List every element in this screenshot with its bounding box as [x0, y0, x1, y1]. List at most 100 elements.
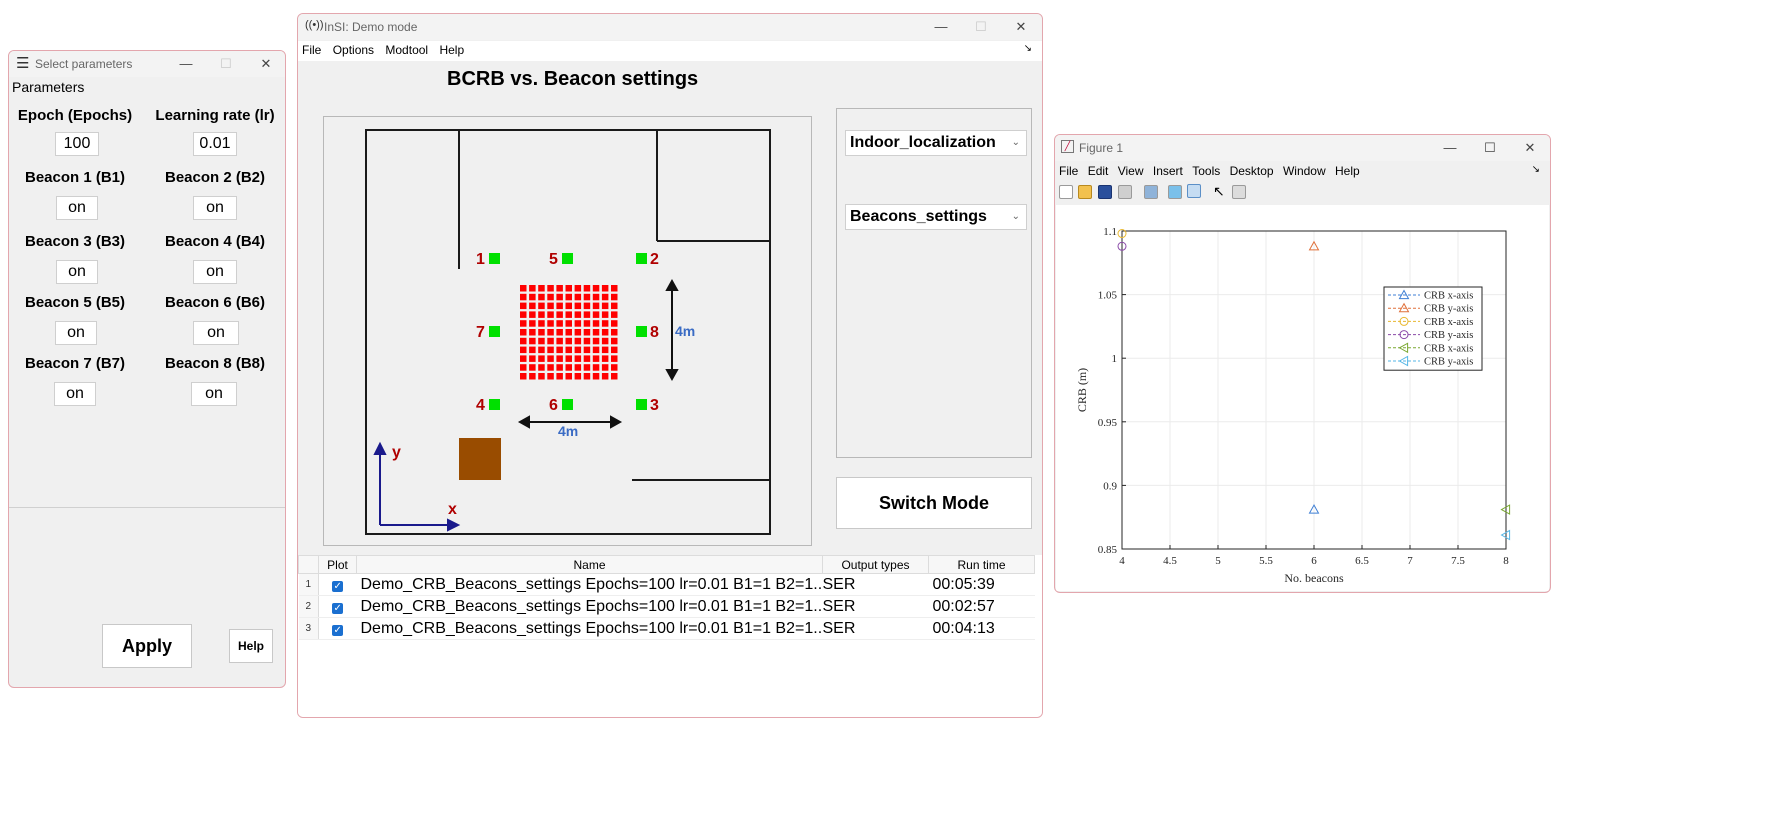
reference-point [611, 293, 618, 301]
menu-tools[interactable]: Tools [1192, 164, 1221, 178]
param-input[interactable]: 100 [55, 132, 99, 156]
reference-point [520, 337, 527, 345]
checkmark-icon[interactable]: ✓ [332, 602, 344, 614]
reference-point [601, 329, 609, 336]
menu-window[interactable]: Window [1282, 164, 1326, 178]
param-input[interactable]: on [56, 196, 98, 220]
colorbar-icon[interactable] [1168, 185, 1182, 199]
switch-mode-button[interactable]: Switch Mode [836, 477, 1032, 529]
undock-arrow-icon[interactable]: ↘ [1531, 164, 1540, 175]
x-tick-label: 5.5 [1259, 555, 1273, 567]
reference-point [574, 293, 582, 301]
menu-icon[interactable]: ☰ [16, 55, 30, 72]
close-icon[interactable]: ✕ [1015, 19, 1027, 34]
menu-view[interactable]: View [1117, 164, 1144, 178]
plot-checkbox-cell[interactable]: ✓ [318, 573, 357, 596]
param-titlebar[interactable]: ☰ Select parameters — ☐ ✕ [9, 51, 285, 77]
problem-dropdown[interactable]: Indoor_localization ⌄ [845, 130, 1027, 156]
table-row[interactable]: 2 ✓ Demo_CRB_Beacons_settings Epochs=100… [298, 595, 1035, 618]
minimize-icon[interactable]: — [1443, 140, 1457, 155]
minimize-icon[interactable]: — [934, 19, 948, 34]
reference-point [538, 285, 545, 292]
reference-point [611, 302, 618, 310]
apply-button[interactable]: Apply [102, 624, 192, 668]
name-column-header[interactable]: Name [356, 555, 823, 574]
output-types-column-header[interactable]: Output types [822, 555, 929, 574]
param-label: Beacon 8 (B8) [164, 355, 266, 372]
param-input[interactable]: on [55, 321, 97, 345]
close-icon[interactable]: ✕ [1524, 140, 1536, 155]
reference-point [592, 346, 600, 354]
diagram-panel: 1 2 3 4 5 6 7 8 4m 4m y x [323, 116, 812, 546]
param-input[interactable]: on [193, 321, 239, 345]
table-row[interactable]: 3 ✓ Demo_CRB_Beacons_settings Epochs=100… [298, 617, 1035, 640]
help-button[interactable]: Help [229, 629, 273, 663]
param-label: Beacon 7 (B7) [24, 355, 126, 372]
plot-checkbox-cell[interactable]: ✓ [318, 617, 357, 640]
property-editor-icon[interactable] [1232, 185, 1246, 199]
figure-toolbar: ↖ [1055, 181, 1550, 203]
checkmark-icon[interactable]: ✓ [332, 624, 344, 636]
menu-modtool[interactable]: Modtool [385, 43, 429, 57]
reference-point [538, 329, 545, 336]
table-row[interactable]: 1 ✓ Demo_CRB_Beacons_settings Epochs=100… [298, 573, 1035, 596]
figure-canvas [1056, 205, 1549, 591]
maximize-icon[interactable]: ☐ [1484, 140, 1496, 155]
menu-file[interactable]: File [1059, 164, 1079, 178]
parameters-panel-label: Parameters [12, 79, 85, 95]
reference-point [529, 346, 536, 354]
reference-point [529, 373, 536, 380]
experiment-dropdown[interactable]: Beacons_settings ⌄ [845, 204, 1027, 230]
reference-point [547, 355, 554, 362]
menu-options[interactable]: Options [332, 43, 375, 57]
room-diagram: 1 2 3 4 5 6 7 8 4m 4m y x [365, 129, 771, 535]
run-time-column-header[interactable]: Run time [928, 555, 1035, 574]
main-titlebar[interactable]: ((•)) InSI: Demo mode — ☐ ✕ [298, 14, 1042, 40]
legend-icon[interactable] [1187, 184, 1201, 198]
param-input[interactable]: on [56, 260, 98, 284]
undock-arrow-icon[interactable]: ↘ [1023, 43, 1032, 54]
menu-help[interactable]: Help [439, 43, 465, 57]
figure-titlebar[interactable]: ╱ Figure 1 — ☐ ✕ [1055, 135, 1550, 161]
param-input[interactable]: on [54, 382, 96, 406]
reference-point [574, 373, 582, 380]
reference-point [556, 337, 563, 345]
param-label: Beacon 4 (B4) [164, 233, 266, 250]
reference-point [611, 311, 618, 318]
new-figure-icon[interactable] [1059, 185, 1073, 199]
reference-point [583, 329, 591, 336]
device-box [459, 438, 501, 480]
menu-edit[interactable]: Edit [1087, 164, 1109, 178]
menu-help[interactable]: Help [1334, 164, 1360, 178]
reference-point [592, 320, 600, 327]
figure-window: ╱ Figure 1 — ☐ ✕ File Edit View Insert T… [1054, 134, 1551, 593]
param-window-title: Select parameters [35, 57, 133, 71]
print-icon[interactable] [1118, 185, 1132, 199]
param-input[interactable]: on [191, 382, 237, 406]
legend-entry: CRB x-axis [1424, 317, 1473, 328]
row-index: 1 [298, 573, 319, 596]
menu-insert[interactable]: Insert [1152, 164, 1183, 178]
arrowhead-left [517, 415, 530, 429]
select-parameters-window: ☰ Select parameters — ☐ ✕ Parameters App… [8, 50, 286, 688]
minimize-icon[interactable]: — [179, 56, 193, 71]
menu-desktop[interactable]: Desktop [1229, 164, 1274, 178]
param-input[interactable]: on [193, 260, 237, 284]
checkmark-icon[interactable]: ✓ [332, 580, 344, 592]
reference-point [583, 285, 591, 292]
link-plot-icon[interactable] [1144, 185, 1158, 199]
param-input[interactable]: on [193, 196, 237, 220]
plot-column-header[interactable]: Plot [318, 555, 357, 574]
param-input[interactable]: 0.01 [193, 132, 237, 156]
plot-checkbox-cell[interactable]: ✓ [318, 595, 357, 618]
reference-point [538, 373, 545, 380]
mode-panel [836, 108, 1032, 458]
reference-point [601, 320, 609, 327]
reference-point [601, 373, 609, 380]
save-icon[interactable] [1098, 185, 1112, 199]
close-icon[interactable]: ✕ [260, 56, 272, 71]
reference-point [547, 320, 554, 327]
open-file-icon[interactable] [1078, 185, 1092, 199]
menu-file[interactable]: File [302, 43, 322, 57]
pointer-icon[interactable]: ↖ [1213, 183, 1225, 199]
